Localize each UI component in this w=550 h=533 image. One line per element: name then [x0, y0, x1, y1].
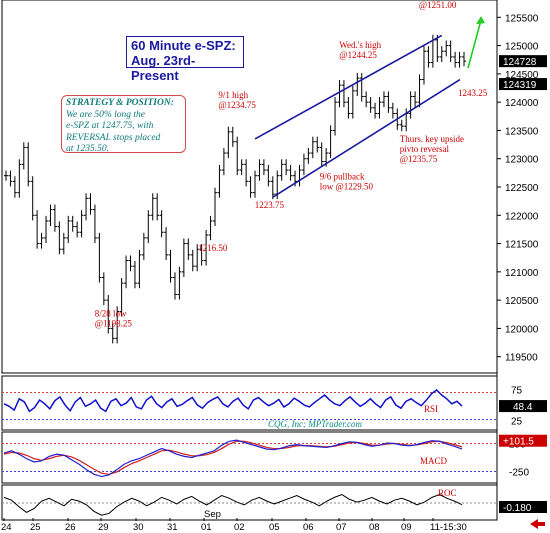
strategy-line-4: at 1235.50. [66, 144, 110, 154]
rsi-value-tag-label: 48.4 [513, 402, 533, 413]
x-tick-label: 05 [269, 522, 280, 533]
macd-value-tag-label: +101.5 [503, 437, 534, 448]
key-point-value: pivto reversal [400, 144, 450, 154]
roc-line [3, 494, 463, 516]
key-point-value: @1244.25 [339, 50, 377, 60]
price-y-tick-label: 125000 [505, 42, 539, 53]
key-point-label: Thurs. key upside [400, 134, 464, 144]
chart-title-box: 60 Minute e-SPZ: Aug. 23rd-Present [126, 36, 244, 83]
price-y-tick-label: 119500 [505, 353, 538, 364]
key-point-label: 9/1 high [218, 90, 248, 100]
price-y-tick-label: 120500 [505, 296, 539, 307]
channel-lower-line [272, 78, 461, 198]
rsi-y-tick-label: 75 [511, 385, 523, 396]
last-price-tag-bg [499, 78, 547, 91]
projection-arrow-head [476, 16, 485, 25]
last-price-tag-bg [499, 55, 547, 68]
last-price-tag-label: 124728 [503, 57, 537, 68]
price-y-tick-label: 121500 [505, 240, 539, 251]
price-y-tick-label: 123000 [505, 155, 539, 166]
price-y-tick-label: 124500 [505, 70, 539, 81]
strategy-line-3: REVERSAL stops placed [66, 132, 161, 143]
rsi-y-tick-label: 25 [511, 417, 523, 428]
x-tick-label: 25 [30, 522, 41, 533]
x-tick-label: 09 [401, 522, 412, 533]
price-panel-frame [1, 0, 498, 374]
macd-series-label: MACD [420, 456, 448, 466]
key-point-label: 1223.75 [255, 200, 285, 210]
price-y-tick-label: 121000 [505, 268, 539, 279]
x-tick-label: 11-15:30 [430, 522, 467, 533]
x-tick-label: 08 [369, 522, 380, 533]
macd-y-tick-label: -250 [509, 467, 529, 478]
price-y-tick-label: 120000 [505, 324, 539, 335]
x-tick-label: 31 [167, 522, 178, 533]
channel-upper-line [254, 34, 443, 140]
scroll-left-icon [530, 519, 538, 529]
price-y-tick-label: 125500 [505, 13, 539, 24]
strategy-line-2: e-SPZ at 1247.75, with [66, 121, 154, 131]
rsi-value-tag-bg [499, 400, 547, 413]
scroll-left-icon-tail [537, 522, 545, 526]
price-y-tick-label: 124000 [505, 98, 539, 109]
last-price-tag-label: 124319 [503, 80, 537, 91]
key-point-label: 8/28 low [95, 308, 127, 318]
price-y-tick-label: 122000 [505, 211, 539, 222]
x-tick-label: 30 [133, 522, 144, 533]
key-point-label: 1243.25 [458, 88, 488, 98]
x-tick-label: 26 [65, 522, 76, 533]
strategy-line-1: We are 50% long the [66, 109, 145, 120]
key-point-label: 1216.50 [198, 243, 228, 253]
x-tick-label: 29 [98, 522, 109, 533]
key-point-value: @1198.25 [95, 318, 133, 328]
roc-series-label: ROC [438, 488, 457, 498]
key-point-label: Wed.'s high [339, 40, 381, 50]
rsi-series-label: RSI [424, 404, 438, 414]
strategy-heading: STRATEGY & POSITION: [66, 98, 174, 108]
key-point-value: @1235.75 [400, 154, 438, 164]
key-point-label: 9/6 pullback [320, 172, 365, 182]
roc-value-tag-bg [499, 501, 547, 513]
strategy-position-box: STRATEGY & POSITION: We are 50% long the… [61, 95, 186, 154]
month-label: Sep [204, 509, 221, 520]
price-y-tick-label: 123500 [505, 126, 539, 137]
chart-title-line2: Aug. 23rd-Present [131, 53, 196, 83]
key-point-value: low @1229.50 [320, 182, 374, 192]
macd-signal-line [3, 440, 463, 475]
x-tick-label: 24 [1, 522, 12, 533]
rsi-line [3, 389, 463, 413]
x-tick-label: 02 [234, 522, 245, 533]
projection-arrow-line [467, 19, 482, 69]
x-tick-label: 06 [303, 522, 314, 533]
roc-value-tag-label: -0.180 [503, 503, 532, 514]
key-point-value: @1251.00 [419, 0, 457, 10]
chart-title-line1: 60 Minute e-SPZ: [131, 38, 236, 53]
source-credit: CQG, Inc; MPTrader.com [268, 419, 362, 429]
x-tick-label: 07 [336, 522, 347, 533]
x-tick-label: 01 [201, 522, 212, 533]
macd-value-tag-bg [499, 434, 547, 447]
price-y-tick-label: 122500 [505, 183, 539, 194]
key-point-value: @1234.75 [218, 100, 256, 110]
macd-line [3, 439, 463, 478]
